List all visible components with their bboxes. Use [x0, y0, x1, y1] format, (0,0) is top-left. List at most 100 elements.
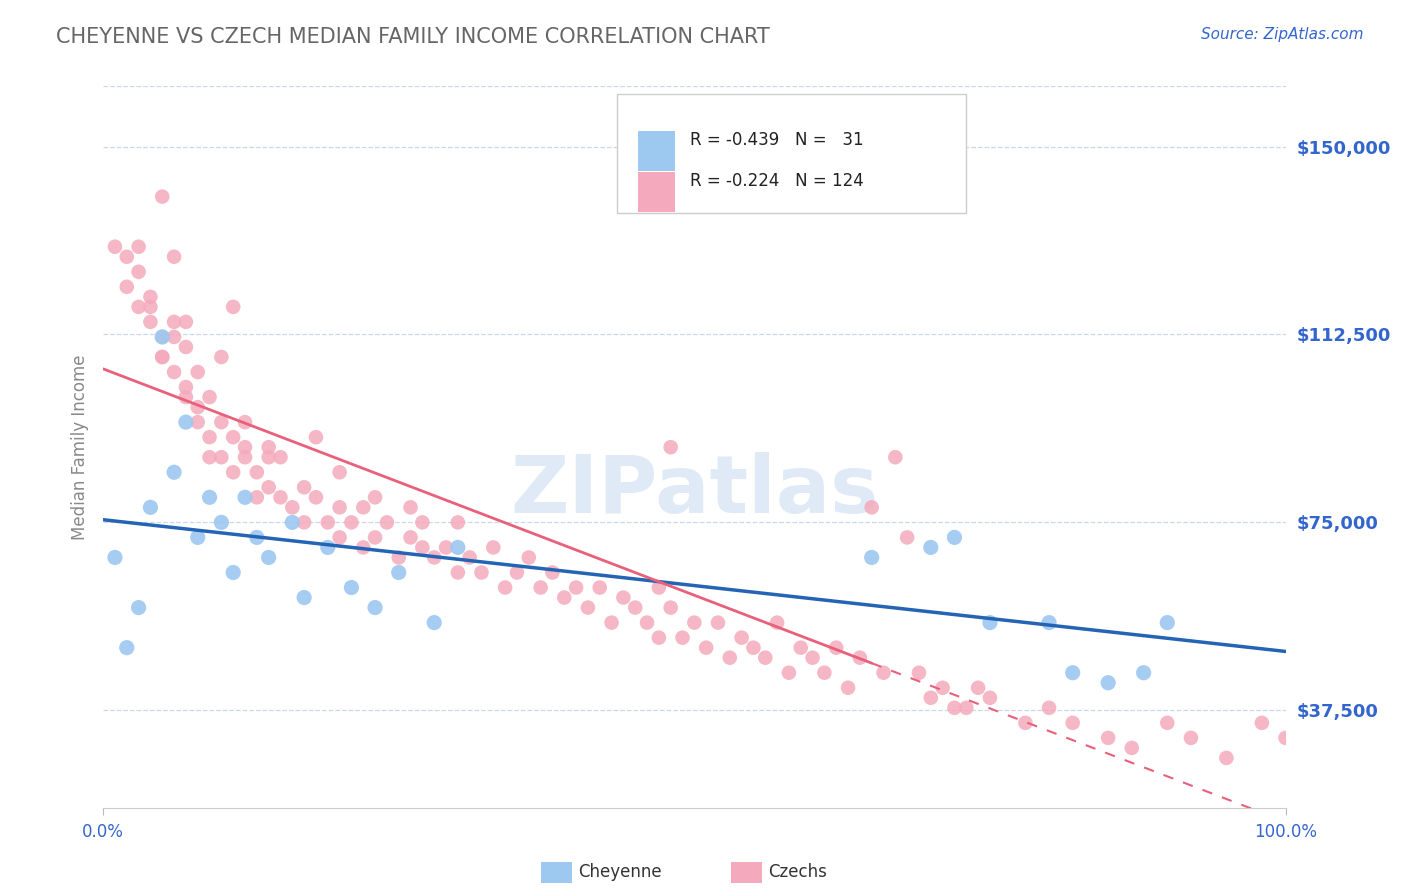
Point	[695, 640, 717, 655]
Point	[364, 600, 387, 615]
Point	[589, 581, 612, 595]
Point	[222, 465, 245, 479]
Point	[565, 581, 588, 595]
Point	[884, 450, 907, 465]
Point	[860, 550, 883, 565]
Point	[730, 631, 752, 645]
Point	[683, 615, 706, 630]
Point	[553, 591, 575, 605]
Point	[530, 581, 553, 595]
Point	[104, 550, 127, 565]
Point	[163, 465, 186, 479]
Point	[659, 600, 682, 615]
Point	[281, 500, 304, 515]
Point	[222, 430, 245, 444]
Point	[316, 541, 339, 555]
Point	[1014, 715, 1036, 730]
Point	[837, 681, 859, 695]
Point	[447, 541, 470, 555]
Point	[246, 465, 269, 479]
Point	[434, 541, 457, 555]
Point	[790, 640, 813, 655]
Point	[742, 640, 765, 655]
Point	[447, 516, 470, 530]
Point	[163, 330, 186, 344]
Point	[150, 350, 173, 364]
Point	[233, 491, 256, 505]
Point	[209, 450, 232, 465]
Point	[458, 550, 481, 565]
Point	[1062, 715, 1084, 730]
Point	[648, 581, 671, 595]
Point	[174, 315, 197, 329]
Text: Czechs: Czechs	[768, 863, 827, 881]
Text: Cheyenne: Cheyenne	[578, 863, 661, 881]
Point	[150, 350, 173, 364]
Text: CHEYENNE VS CZECH MEDIAN FAMILY INCOME CORRELATION CHART: CHEYENNE VS CZECH MEDIAN FAMILY INCOME C…	[56, 27, 770, 46]
Point	[1274, 731, 1296, 745]
Point	[246, 491, 269, 505]
Point	[1038, 615, 1060, 630]
Point	[849, 650, 872, 665]
Point	[139, 300, 162, 314]
Point	[707, 615, 730, 630]
Bar	[637, 172, 675, 212]
Point	[872, 665, 894, 680]
Point	[269, 491, 291, 505]
Point	[482, 541, 505, 555]
Point	[364, 491, 387, 505]
Point	[115, 640, 138, 655]
Point	[388, 566, 411, 580]
Point	[1180, 731, 1202, 745]
Point	[541, 566, 564, 580]
Point	[128, 240, 150, 254]
Point	[209, 350, 232, 364]
Point	[246, 530, 269, 544]
Point	[1132, 665, 1154, 680]
Point	[1156, 715, 1178, 730]
Point	[233, 440, 256, 454]
Point	[801, 650, 824, 665]
Point	[967, 681, 990, 695]
Point	[1121, 740, 1143, 755]
Point	[187, 530, 209, 544]
Y-axis label: Median Family Income: Median Family Income	[72, 354, 89, 540]
Point	[979, 690, 1001, 705]
Point	[150, 330, 173, 344]
Point	[943, 530, 966, 544]
Point	[375, 516, 398, 530]
Point	[1062, 665, 1084, 680]
Point	[1097, 731, 1119, 745]
Point	[648, 631, 671, 645]
Point	[506, 566, 529, 580]
Point	[423, 615, 446, 630]
Point	[163, 365, 186, 379]
Point	[316, 516, 339, 530]
Point	[388, 550, 411, 565]
Point	[233, 450, 256, 465]
Point	[352, 500, 374, 515]
Point	[139, 500, 162, 515]
Point	[671, 631, 693, 645]
Text: ZIPatlas: ZIPatlas	[510, 451, 879, 530]
Point	[292, 591, 315, 605]
Point	[187, 415, 209, 429]
Point	[104, 240, 127, 254]
Bar	[637, 131, 675, 170]
Point	[257, 450, 280, 465]
Point	[187, 400, 209, 414]
Point	[150, 330, 173, 344]
Point	[257, 550, 280, 565]
Point	[364, 530, 387, 544]
Point	[517, 550, 540, 565]
Point	[139, 315, 162, 329]
Point	[292, 480, 315, 494]
Point	[329, 500, 352, 515]
Point	[209, 415, 232, 429]
Point	[163, 315, 186, 329]
Point	[636, 615, 658, 630]
Point	[860, 500, 883, 515]
Point	[340, 581, 363, 595]
Point	[222, 566, 245, 580]
Point	[174, 390, 197, 404]
